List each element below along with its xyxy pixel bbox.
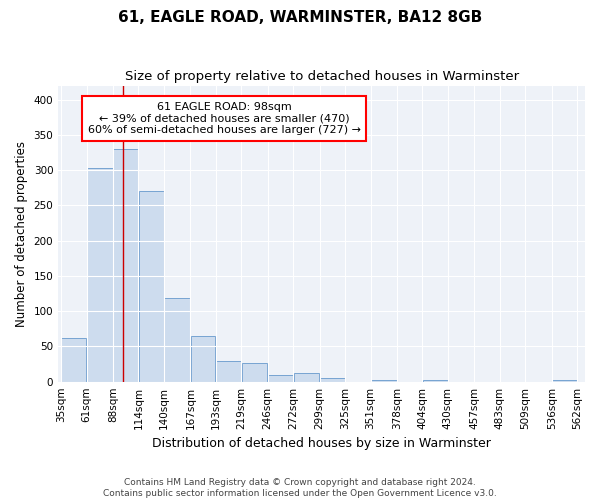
Text: Contains HM Land Registry data © Crown copyright and database right 2024.
Contai: Contains HM Land Registry data © Crown c… (103, 478, 497, 498)
Text: 61 EAGLE ROAD: 98sqm
← 39% of detached houses are smaller (470)
60% of semi-deta: 61 EAGLE ROAD: 98sqm ← 39% of detached h… (88, 102, 361, 135)
Bar (552, 380, 577, 382)
Bar (216, 360, 241, 382)
Text: 61, EAGLE ROAD, WARMINSTER, BA12 8GB: 61, EAGLE ROAD, WARMINSTER, BA12 8GB (118, 10, 482, 25)
Bar (371, 380, 397, 382)
Bar (139, 192, 164, 382)
Bar (423, 380, 448, 382)
Bar (320, 378, 344, 382)
Bar (242, 364, 268, 382)
Bar (164, 298, 190, 382)
Bar (268, 376, 293, 382)
Title: Size of property relative to detached houses in Warminster: Size of property relative to detached ho… (125, 70, 518, 83)
X-axis label: Distribution of detached houses by size in Warminster: Distribution of detached houses by size … (152, 437, 491, 450)
Bar (87, 168, 113, 382)
Bar (191, 336, 215, 382)
Y-axis label: Number of detached properties: Number of detached properties (15, 140, 28, 326)
Bar (293, 373, 319, 382)
Bar (113, 149, 138, 382)
Bar (61, 338, 86, 382)
